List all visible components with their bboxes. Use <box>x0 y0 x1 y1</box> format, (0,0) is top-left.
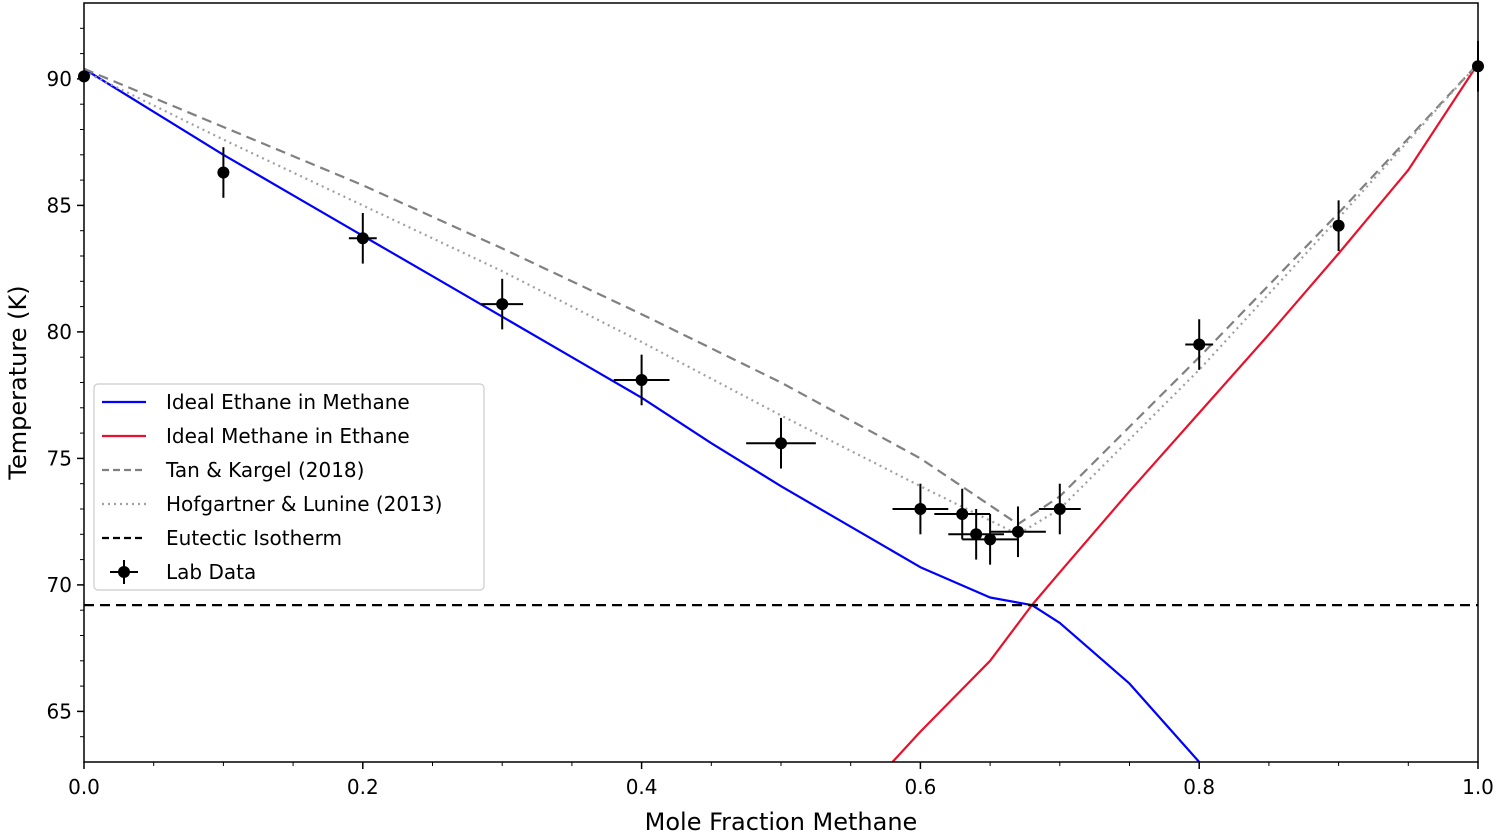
legend-box <box>93 383 485 591</box>
data-layer <box>78 40 1484 762</box>
x-tick-label-4: 0.6 <box>904 775 936 799</box>
lab-point-2 <box>217 166 230 179</box>
plot-frame <box>83 2 1479 763</box>
x-axis-label: Mole Fraction Methane <box>645 808 918 835</box>
series-line-1 <box>84 67 1201 762</box>
x-tick-label-6: 1.0 <box>1462 775 1494 799</box>
lab-point-6 <box>775 437 787 450</box>
x-tick-label-5: 0.8 <box>1183 775 1215 799</box>
legend-label-2: Ideal Methane in Ethane <box>166 424 410 448</box>
y-tick-label-3: 75 <box>47 446 72 470</box>
series-line-3 <box>84 62 1478 526</box>
y-tick-label-6: 90 <box>47 67 72 91</box>
y-tick-label-2: 70 <box>47 573 72 597</box>
y-tick-label-1: 65 <box>47 699 72 723</box>
lab-point-13 <box>1193 338 1206 351</box>
lab-point-11 <box>1011 525 1024 538</box>
y-axis-label: Temperature (K) <box>4 285 32 480</box>
x-tick-label-3: 0.4 <box>626 775 658 799</box>
lab-point-12 <box>1053 503 1066 515</box>
lab-point-14 <box>1332 219 1345 232</box>
legend-swatch-marker <box>118 566 130 578</box>
x-tick-label-1: 0.0 <box>68 775 100 799</box>
legend-label-1: Ideal Ethane in Methane <box>166 390 410 414</box>
legend-label-4: Hofgartner & Lunine (2013) <box>166 492 442 516</box>
legend-label-3: Tan & Kargel (2018) <box>165 458 364 482</box>
lab-point-7 <box>914 503 927 515</box>
lab-point-10 <box>984 533 997 546</box>
legend-label-5: Eutectic Isotherm <box>166 526 342 550</box>
lab-point-4 <box>496 298 509 311</box>
series-line-4 <box>84 62 1478 536</box>
lab-point-8 <box>956 508 969 521</box>
lab-point-9 <box>970 528 983 541</box>
plot-area <box>84 62 1478 762</box>
legend: Ideal Ethane in Methane Ideal Methane in … <box>93 383 485 591</box>
y-tick-label-5: 85 <box>47 193 72 217</box>
lab-point-5 <box>635 373 648 386</box>
x-tick-label-2: 0.2 <box>347 775 379 799</box>
y-tick-label-4: 80 <box>47 320 72 344</box>
axes-layer: 0.0 0.2 0.4 0.6 0.8 1.0 65 70 75 80 85 90 Mole Fract… <box>4 2 1494 836</box>
lab-point-3 <box>356 232 369 245</box>
legend-label-6: Lab Data <box>166 560 256 584</box>
series-line-2 <box>891 63 1478 762</box>
